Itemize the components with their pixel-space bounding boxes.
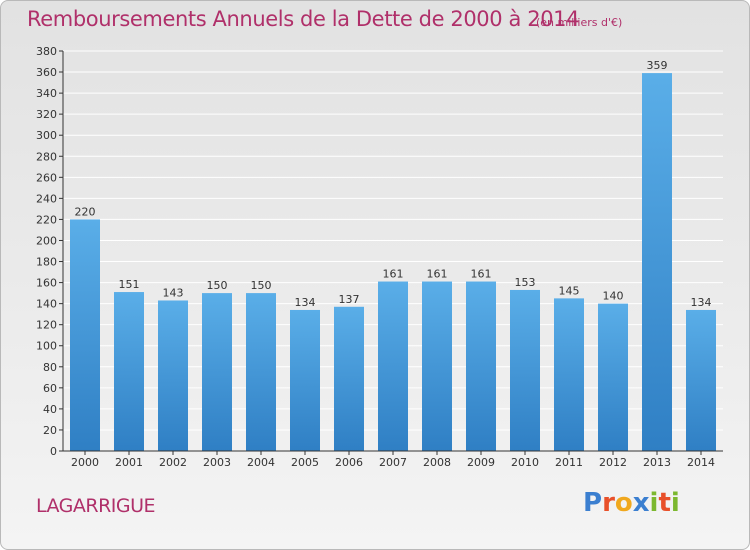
y-tick-label: 80 [43, 361, 57, 374]
bar-value-label: 151 [119, 278, 140, 291]
bar-value-label: 161 [383, 268, 404, 281]
x-tick-label: 2010 [511, 456, 539, 469]
bar-value-label: 145 [559, 284, 580, 297]
x-tick-label: 2006 [335, 456, 363, 469]
bar [466, 281, 496, 451]
bar-value-label: 150 [207, 279, 228, 292]
bar [158, 300, 188, 451]
y-tick-label: 120 [36, 319, 57, 332]
y-tick-label: 220 [36, 213, 57, 226]
bar [642, 73, 672, 452]
x-tick-label: 2001 [115, 456, 143, 469]
y-tick-label: 340 [36, 87, 57, 100]
bar [290, 309, 320, 451]
bars: 220 151 143 150 150 134 137 161 161 161 153 145 140 3… [70, 59, 716, 452]
bar [422, 281, 452, 451]
y-tick-label: 160 [36, 277, 57, 290]
logo-letter: r [602, 488, 615, 518]
x-tick-label: 2000 [71, 456, 99, 469]
x-tick-label: 2009 [467, 456, 495, 469]
y-tick-label: 200 [36, 234, 57, 247]
x-tick-label: 2004 [247, 456, 275, 469]
bar [202, 293, 232, 451]
bar-value-label: 150 [251, 279, 272, 292]
bar-value-label: 134 [691, 296, 712, 309]
logo-letter: t [658, 488, 671, 518]
bar [114, 292, 144, 451]
logo-letter: P [583, 488, 603, 518]
bar-value-label: 153 [515, 276, 536, 289]
y-tick-label: 240 [36, 192, 57, 205]
y-tick-label: 380 [36, 45, 57, 58]
axes: 0 20 40 60 80 100 120 140 160 180 200 220 240 260 280 3… [36, 45, 723, 469]
x-tick-label: 2008 [423, 456, 451, 469]
y-tick-label: 360 [36, 66, 57, 79]
chart-unit: (en milliers d'€) [536, 16, 623, 29]
x-tick-label: 2007 [379, 456, 407, 469]
logo-letter: x [632, 488, 650, 518]
y-tick-label: 60 [43, 382, 57, 395]
bar-value-label: 137 [339, 293, 360, 306]
chart-title: Remboursements Annuels de la Dette de 20… [27, 7, 580, 31]
y-tick-label: 0 [50, 445, 57, 458]
bar-value-label: 161 [471, 268, 492, 281]
bar [70, 219, 100, 451]
bar [598, 303, 628, 451]
bar [334, 306, 364, 451]
bar-value-label: 134 [295, 296, 316, 309]
bar [378, 281, 408, 451]
bar-value-label: 161 [427, 268, 448, 281]
bar-value-label: 143 [163, 286, 184, 299]
x-tick-label: 2003 [203, 456, 231, 469]
x-tick-label: 2011 [555, 456, 583, 469]
x-tick-label: 2013 [643, 456, 671, 469]
y-tick-label: 300 [36, 129, 57, 142]
y-tick-label: 20 [43, 424, 57, 437]
bar-value-label: 220 [75, 205, 96, 218]
bar [510, 289, 540, 451]
logo-letter: i [649, 488, 659, 518]
x-tick-label: 2002 [159, 456, 187, 469]
bar-value-label: 359 [647, 59, 668, 72]
bar [686, 309, 716, 451]
y-tick-label: 280 [36, 150, 57, 163]
bar-value-label: 140 [603, 290, 624, 303]
y-tick-label: 40 [43, 403, 57, 416]
commune-name: LAGARRIGUE [36, 495, 156, 517]
logo-letter: i [670, 488, 680, 518]
y-tick-label: 320 [36, 108, 57, 121]
bar [246, 293, 276, 451]
y-tick-label: 180 [36, 256, 57, 269]
x-tick-label: 2012 [599, 456, 627, 469]
proxiti-logo: Proxiti [583, 488, 680, 518]
bar [554, 298, 584, 451]
x-tick-label: 2014 [687, 456, 715, 469]
x-tick-label: 2005 [291, 456, 319, 469]
logo-letter: o [614, 488, 633, 518]
y-tick-label: 100 [36, 340, 57, 353]
y-tick-label: 260 [36, 171, 57, 184]
y-tick-label: 140 [36, 298, 57, 311]
